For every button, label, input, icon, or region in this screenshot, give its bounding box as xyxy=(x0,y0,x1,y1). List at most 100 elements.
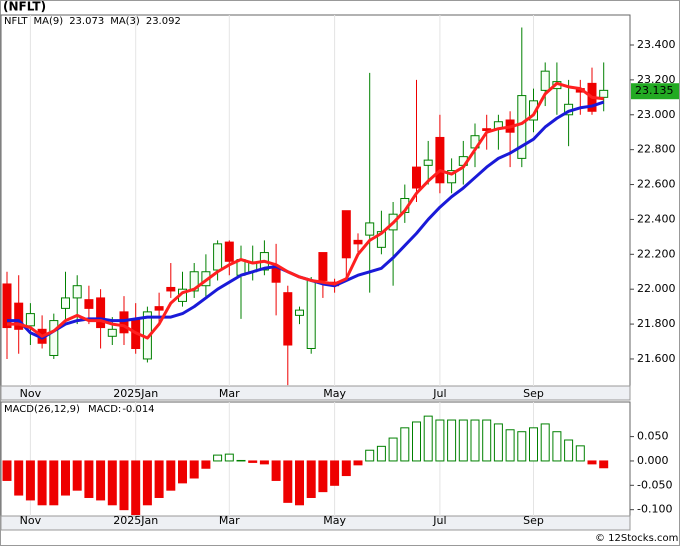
candle-body xyxy=(599,89,609,98)
y-tick-label: 22.800 xyxy=(637,143,676,156)
candle-body xyxy=(49,320,59,356)
macd-bar xyxy=(295,460,304,506)
macd-bar xyxy=(37,460,47,506)
chart-title: (NFLT) xyxy=(3,0,46,14)
macd-bar xyxy=(166,460,176,491)
x-tick-label: May xyxy=(323,387,346,400)
candle-body xyxy=(353,239,363,245)
macd-bar xyxy=(248,460,258,463)
candle-body xyxy=(2,283,12,329)
candle-body xyxy=(107,328,117,337)
macd-bar xyxy=(341,460,351,477)
macd-bar xyxy=(72,460,82,491)
macd-bar xyxy=(178,460,187,484)
x-axis-band xyxy=(0,385,631,401)
y-tick-label: 23.000 xyxy=(637,108,676,121)
macd-bar xyxy=(154,460,164,498)
macd-bar xyxy=(142,460,152,506)
x-tick-label: May xyxy=(323,514,346,527)
macd-bar xyxy=(365,449,375,462)
footer: © 12Stocks.com xyxy=(595,533,678,544)
macd-bar xyxy=(131,460,141,516)
legend-value: 23.092 xyxy=(146,16,181,27)
y-tick-label: 21.800 xyxy=(637,317,676,330)
x-tick-label: Mar xyxy=(219,514,240,527)
x-tick-label: Sep xyxy=(523,387,544,400)
x-tick-label: Jul xyxy=(432,387,446,400)
candle-body xyxy=(365,222,375,236)
legend-value: 23.073 xyxy=(69,16,104,27)
macd-bar xyxy=(447,419,457,462)
x-axis-band xyxy=(0,515,631,531)
macd-bar xyxy=(84,460,94,498)
last-price-label: 23.135 xyxy=(635,84,674,97)
macd-bar xyxy=(306,460,316,498)
macd-bar xyxy=(318,460,328,493)
candle-body xyxy=(84,299,94,309)
macd-bar xyxy=(119,460,129,511)
macd-bar xyxy=(435,419,445,462)
legend-entry: MACD(26,12,9) xyxy=(4,404,80,415)
candle-body xyxy=(166,286,176,292)
macd-bar xyxy=(529,427,538,462)
y-tick-label: -0.100 xyxy=(637,503,672,516)
candle-body xyxy=(295,309,304,316)
x-tick-label: Mar xyxy=(219,387,240,400)
macd-bar xyxy=(412,421,421,462)
candle-body xyxy=(283,292,293,346)
candle-body xyxy=(61,297,70,309)
macd-bar xyxy=(564,439,574,462)
candle-body xyxy=(318,252,328,281)
macd-bar xyxy=(259,460,269,465)
y-tick-label: 23.200 xyxy=(637,73,676,86)
x-tick-label: 2025Jan xyxy=(113,387,158,400)
legend-symbol: NFLT xyxy=(4,16,28,27)
y-tick-label: 22.600 xyxy=(637,178,676,191)
ma-line xyxy=(7,81,604,340)
macd-bar xyxy=(388,437,398,462)
macd-bar xyxy=(107,460,117,506)
macd-bar xyxy=(400,427,410,462)
legend-label: MACD: xyxy=(88,404,121,415)
macd-bar xyxy=(587,460,597,465)
macd-bar xyxy=(505,429,515,462)
macd-bar xyxy=(61,460,70,496)
macd-bar xyxy=(213,454,223,462)
macd-bar xyxy=(458,419,468,462)
candle-body xyxy=(271,267,281,283)
candle-body xyxy=(25,313,35,327)
x-tick-label: Sep xyxy=(523,514,544,527)
y-tick-label: 22.200 xyxy=(637,247,676,260)
y-tick-label: 0.000 xyxy=(637,454,669,467)
candle-body xyxy=(412,166,421,189)
candle-body xyxy=(213,243,223,271)
macd-bar xyxy=(330,460,340,486)
macd-bar xyxy=(2,460,12,481)
y-tick-label: -0.050 xyxy=(637,478,672,491)
candle-body xyxy=(423,159,433,166)
macd-bar xyxy=(470,419,480,462)
macd-bar xyxy=(575,445,585,462)
macd-bar xyxy=(540,423,550,462)
last-price-box xyxy=(631,83,679,100)
candle-body xyxy=(306,279,316,349)
y-tick-label: 23.400 xyxy=(637,38,676,51)
macd-bar xyxy=(49,460,59,506)
macd-bar xyxy=(599,460,609,469)
macd-bar xyxy=(189,460,199,479)
legend-entry: MA(9) xyxy=(34,16,64,27)
y-tick-label: 22.400 xyxy=(637,212,676,225)
macd-bar xyxy=(376,445,386,462)
x-tick-label: 2025Jan xyxy=(113,514,158,527)
y-tick-label: 22.000 xyxy=(637,282,676,295)
macd-bar xyxy=(493,423,503,462)
candle-body xyxy=(224,241,234,262)
macd-bar xyxy=(96,460,106,501)
macd-bar xyxy=(482,419,492,462)
candle-body xyxy=(96,297,106,329)
candle-body xyxy=(435,136,445,184)
macd-bar xyxy=(14,460,24,496)
macd-bar xyxy=(224,453,234,462)
candle-body xyxy=(72,285,82,299)
